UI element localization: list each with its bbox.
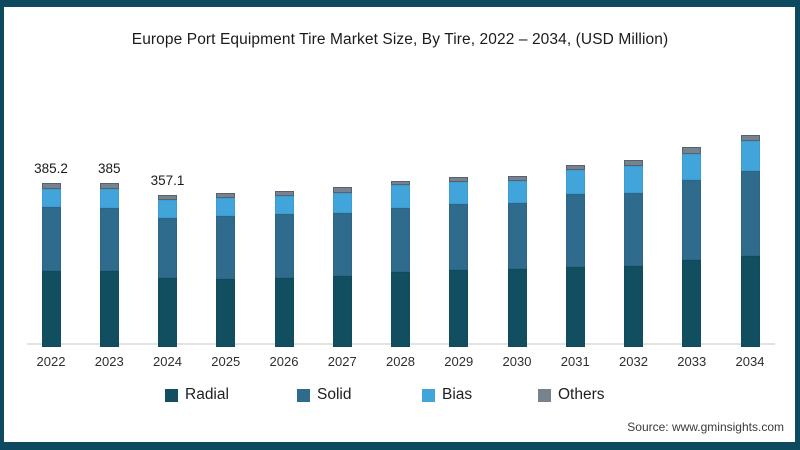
bar-segment-bias	[449, 182, 469, 205]
bar-segment-solid	[449, 204, 469, 271]
x-axis-label-2022: 2022	[36, 354, 66, 369]
legend-label-bias: Bias	[442, 386, 473, 403]
bar-segment-bias	[391, 185, 410, 209]
bar-segment-bias	[507, 180, 527, 204]
x-axis-label-2025: 2025	[211, 354, 241, 369]
bar-segment-others	[158, 194, 177, 200]
bar-segment-solid	[391, 208, 410, 273]
bar-segment-solid	[565, 194, 585, 268]
bar-segment-bias	[216, 198, 236, 216]
bar-segment-others	[507, 175, 527, 181]
bar-2028	[391, 180, 410, 347]
x-axis-label-2031: 2031	[560, 354, 590, 369]
bar-segment-solid	[682, 180, 702, 260]
bar-segment-others	[99, 182, 119, 190]
bar-segment-bias	[274, 195, 294, 215]
bar-segment-bias	[624, 166, 643, 193]
bar-segment-solid	[99, 208, 119, 272]
bar-segment-bias	[332, 193, 352, 214]
bar-segment-others	[391, 180, 410, 186]
bar-segment-bias	[99, 189, 119, 209]
solid-swatch-icon	[297, 388, 310, 402]
bar-segment-radial	[158, 278, 177, 347]
bar-2024	[158, 194, 177, 347]
x-axis-label-2029: 2029	[444, 354, 474, 369]
legend-label-solid: Solid	[317, 386, 352, 403]
bar-segment-solid	[740, 170, 760, 256]
bar-2023	[99, 182, 119, 347]
bar-2033	[682, 146, 702, 347]
radial-swatch-icon	[165, 388, 178, 402]
source-attribution: Source: www.gminsights.com	[627, 420, 784, 434]
chart-title: Europe Port Equipment Tire Market Size, …	[131, 31, 669, 48]
bar-segment-solid	[274, 214, 294, 278]
bar-segment-bias	[41, 189, 61, 208]
bar-2034	[740, 134, 760, 347]
bar-segment-solid	[507, 203, 527, 270]
bar-segment-radial	[740, 255, 760, 347]
bar-segment-bias	[682, 153, 702, 181]
bar-segment-radial	[216, 279, 236, 347]
bar-segment-solid	[332, 213, 352, 276]
bar-2027	[332, 187, 352, 347]
bar-segment-bias	[740, 141, 760, 171]
bar-2029	[449, 176, 469, 347]
legend-item-others: Others	[538, 386, 605, 404]
bar-segment-solid	[216, 215, 236, 280]
bar-segment-radial	[565, 267, 585, 347]
bar-segment-others	[274, 190, 294, 196]
legend-item-solid: Solid	[297, 386, 351, 404]
bar-segment-bias	[565, 169, 585, 195]
bar-2032	[624, 160, 643, 347]
bar-segment-radial	[99, 271, 119, 347]
bar-value-label-2024: 357.1	[150, 172, 185, 188]
bar-segment-others	[565, 164, 585, 170]
bar-segment-others	[740, 134, 760, 142]
bar-segment-solid	[158, 217, 177, 279]
bar-segment-bias	[158, 199, 177, 218]
x-axis-label-2034: 2034	[735, 354, 765, 369]
bar-2026	[274, 190, 294, 347]
bar-segment-solid	[41, 207, 61, 272]
x-axis-label-2033: 2033	[677, 354, 707, 369]
x-axis-label-2027: 2027	[327, 354, 357, 369]
bar-2030	[507, 175, 527, 347]
legend-label-radial: Radial	[185, 386, 229, 403]
x-axis-label-2030: 2030	[502, 354, 532, 369]
bar-2022	[41, 182, 61, 347]
bar-segment-radial	[624, 265, 643, 347]
legend-item-bias: Bias	[422, 386, 472, 404]
bar-value-label-2022: 385.2	[34, 160, 68, 176]
legend-item-radial: Radial	[165, 386, 229, 404]
x-axis-label-2028: 2028	[386, 354, 415, 369]
x-axis-label-2032: 2032	[619, 354, 648, 369]
others-swatch-icon	[538, 388, 551, 402]
bar-segment-radial	[391, 272, 410, 347]
bar-segment-radial	[332, 275, 352, 347]
bar-segment-others	[449, 176, 469, 183]
bar-segment-others	[332, 187, 352, 194]
bias-swatch-icon	[422, 388, 435, 402]
x-axis-label-2026: 2026	[269, 354, 299, 369]
bar-segment-radial	[507, 269, 527, 347]
legend: Radial Solid Bias Others	[0, 386, 800, 406]
bar-segment-others	[682, 146, 702, 154]
bar-segment-others	[624, 160, 643, 167]
bar-2025	[216, 192, 236, 347]
x-axis-label-2023: 2023	[94, 354, 124, 369]
bar-segment-radial	[41, 271, 61, 347]
bar-2031	[565, 164, 585, 347]
bar-segment-radial	[449, 270, 469, 347]
bar-segment-radial	[682, 259, 702, 347]
legend-label-others: Others	[558, 386, 605, 403]
x-axis-label-2024: 2024	[153, 354, 182, 369]
bar-segment-others	[41, 182, 61, 190]
bar-segment-others	[216, 192, 236, 199]
bar-segment-radial	[274, 277, 294, 347]
bar-value-label-2023: 385	[97, 160, 121, 176]
bar-segment-solid	[624, 192, 643, 266]
